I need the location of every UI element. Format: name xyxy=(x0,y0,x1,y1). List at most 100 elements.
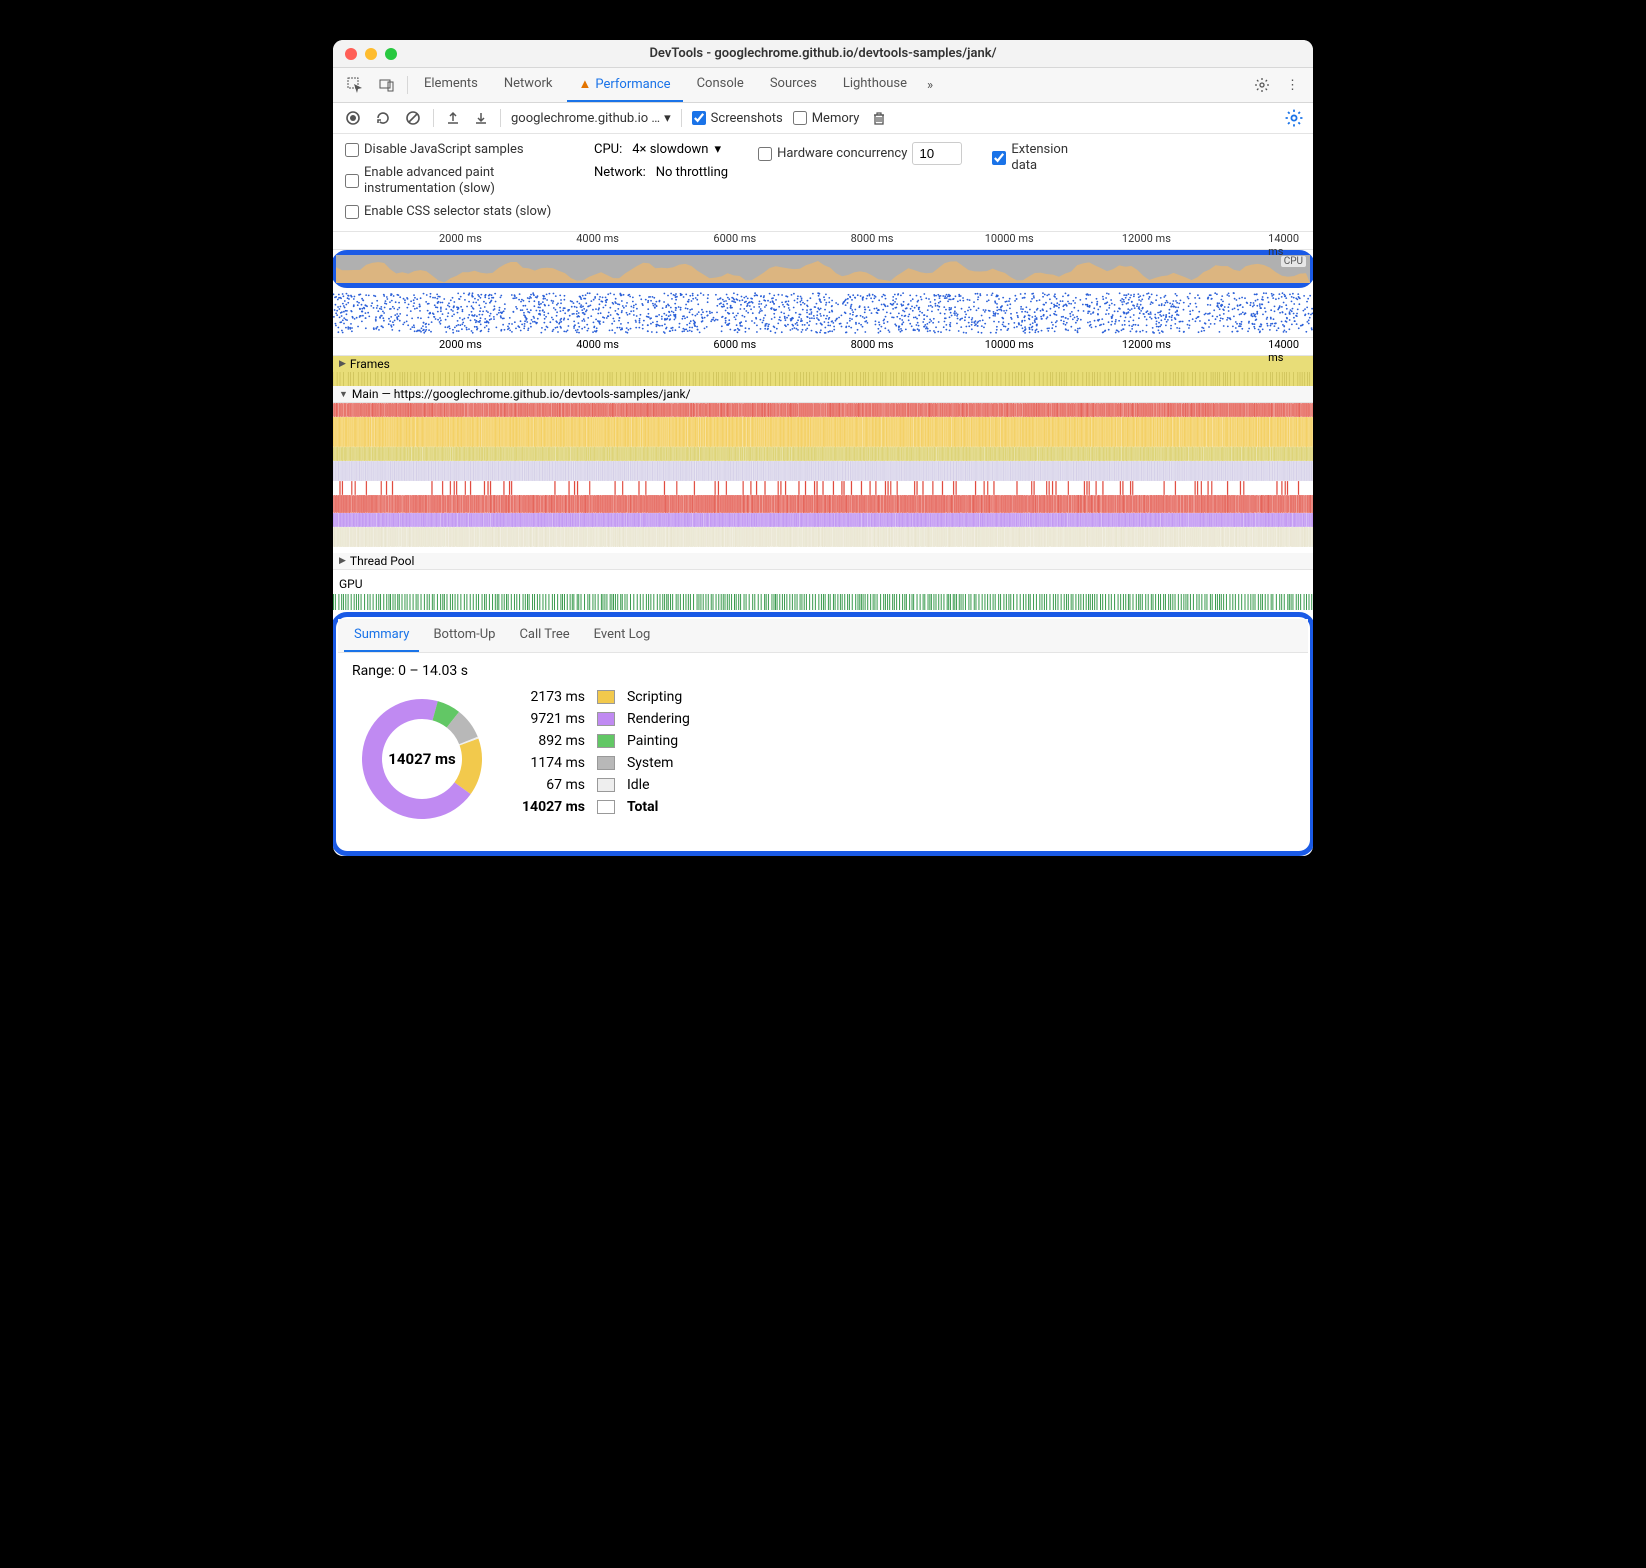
expand-icon: ▶ xyxy=(339,359,346,369)
screenshot-strip[interactable] xyxy=(333,288,1313,338)
range-label: Range: 0 – 14.03 s xyxy=(352,663,1294,679)
summary-legend: 2173 ms Scripting 9721 ms Rendering 892 ms Pa… xyxy=(522,689,690,815)
ruler-tick: 6000 ms xyxy=(713,338,756,351)
upload-icon[interactable] xyxy=(444,109,462,127)
tab-console[interactable]: Console xyxy=(685,68,756,102)
legend-swatch xyxy=(597,734,615,748)
ruler-tick: 2000 ms xyxy=(439,232,482,245)
ruler-tick: 10000 ms xyxy=(985,232,1034,245)
gc-icon[interactable] xyxy=(869,108,889,128)
legend-value: 2173 ms xyxy=(522,689,585,705)
enable-paint-checkbox[interactable]: Enable advanced paint instrumentation (s… xyxy=(345,165,564,196)
memory-checkbox[interactable]: Memory xyxy=(793,111,860,126)
capture-settings: Disable JavaScript samples Enable advanc… xyxy=(333,134,1313,232)
cpu-label: CPU xyxy=(1281,256,1306,267)
device-toolbar-icon[interactable] xyxy=(371,71,403,99)
legend-swatch xyxy=(597,690,615,704)
inspect-icon[interactable] xyxy=(339,71,371,99)
screenshots-checkbox[interactable]: Screenshots xyxy=(692,111,783,126)
donut-chart: 14027 ms xyxy=(352,689,492,829)
tab-sources[interactable]: Sources xyxy=(758,68,829,102)
legend-label: Painting xyxy=(627,733,690,749)
summary-panel: Range: 0 – 14.03 s 14027 ms 2173 ms Scrip… xyxy=(338,653,1308,849)
main-track-header[interactable]: ▼ Main — https://googlechrome.github.io/… xyxy=(333,386,1313,403)
flame-chart-container: 2000 ms 4000 ms 6000 ms 8000 ms 10000 ms 1200… xyxy=(333,338,1313,612)
capture-settings-icon[interactable] xyxy=(1285,109,1303,127)
gpu-track-header[interactable]: GPU xyxy=(333,576,1313,592)
enable-css-checkbox[interactable]: Enable CSS selector stats (slow) xyxy=(345,204,564,219)
legend-swatch xyxy=(597,712,615,726)
tab-network[interactable]: Network xyxy=(492,68,565,102)
legend-value: 892 ms xyxy=(522,733,585,749)
ruler-tick: 12000 ms xyxy=(1122,338,1171,351)
more-icon[interactable]: ⋮ xyxy=(1278,72,1307,99)
settings-icon[interactable] xyxy=(1246,71,1278,99)
tab-call-tree[interactable]: Call Tree xyxy=(509,619,579,652)
disable-js-checkbox[interactable]: Disable JavaScript samples xyxy=(345,142,564,157)
ruler-tick: 10000 ms xyxy=(985,338,1034,351)
legend-total-label: Total xyxy=(627,799,690,815)
legend-total-value: 14027 ms xyxy=(522,799,585,815)
devtools-window: DevTools - googlechrome.github.io/devtoo… xyxy=(333,40,1313,856)
ruler-tick: 12000 ms xyxy=(1122,232,1171,245)
tab-bottom-up[interactable]: Bottom-Up xyxy=(423,619,505,652)
perf-toolbar: googlechrome.github.io … ▾ Screenshots M… xyxy=(333,103,1313,134)
frames-track-header[interactable]: ▶ Frames xyxy=(333,356,1313,372)
tab-event-log[interactable]: Event Log xyxy=(584,619,661,652)
legend-swatch xyxy=(597,756,615,770)
cpu-chart[interactable]: CPU xyxy=(336,255,1310,283)
legend-swatch xyxy=(597,800,615,814)
legend-label: Scripting xyxy=(627,689,690,705)
ruler-tick: 6000 ms xyxy=(713,232,756,245)
devtools-tabstrip: ElementsNetwork▲PerformanceConsoleSource… xyxy=(333,68,1313,103)
legend-value: 67 ms xyxy=(522,777,585,793)
threadpool-track-header[interactable]: ▶ Thread Pool xyxy=(333,553,1313,570)
hardware-concurrency-input[interactable] xyxy=(912,142,962,165)
ruler-tick: 8000 ms xyxy=(851,232,894,245)
legend-label: System xyxy=(627,755,690,771)
legend-label: Rendering xyxy=(627,711,690,727)
profile-url-dropdown[interactable]: googlechrome.github.io … ▾ xyxy=(511,111,671,126)
overview-ruler[interactable]: 2000 ms4000 ms6000 ms8000 ms10000 ms1200… xyxy=(333,232,1313,250)
tab-performance[interactable]: ▲Performance xyxy=(567,68,683,102)
network-label: Network: xyxy=(594,165,646,180)
ruler-tick: 14000 ms xyxy=(1268,338,1299,364)
tab-elements[interactable]: Elements xyxy=(412,68,490,102)
tab-summary[interactable]: Summary xyxy=(344,619,419,652)
ruler-tick: 2000 ms xyxy=(439,338,482,351)
cpu-highlight: CPU xyxy=(333,250,1313,288)
frames-track[interactable] xyxy=(333,372,1313,386)
profile-url-label: googlechrome.github.io … xyxy=(511,111,660,126)
extension-data-checkbox[interactable]: Extension data xyxy=(992,142,1081,173)
legend-value: 1174 ms xyxy=(522,755,585,771)
ruler-tick: 8000 ms xyxy=(851,338,894,351)
flame-ruler[interactable]: 2000 ms 4000 ms 6000 ms 8000 ms 10000 ms 1200… xyxy=(333,338,1313,356)
warning-icon: ▲ xyxy=(579,77,592,92)
download-icon[interactable] xyxy=(472,109,490,127)
titlebar: DevTools - googlechrome.github.io/devtoo… xyxy=(333,40,1313,68)
network-value: No throttling xyxy=(656,165,728,180)
cpu-throttle-select[interactable]: 4× slowdown ▾ xyxy=(632,142,721,157)
chevron-down-icon: ▾ xyxy=(714,142,721,157)
separator xyxy=(407,76,408,94)
legend-swatch xyxy=(597,778,615,792)
reload-record-icon[interactable] xyxy=(373,108,393,128)
ruler-tick: 4000 ms xyxy=(576,338,619,351)
gpu-track[interactable] xyxy=(333,592,1313,612)
expand-icon: ▶ xyxy=(339,556,346,566)
window-title: DevTools - googlechrome.github.io/devtoo… xyxy=(333,46,1313,61)
collapse-icon: ▼ xyxy=(339,389,348,400)
summary-tabstrip: SummaryBottom-UpCall TreeEvent Log xyxy=(338,619,1308,653)
summary-highlight: SummaryBottom-UpCall TreeEvent Log Range… xyxy=(333,612,1313,856)
donut-total: 14027 ms xyxy=(352,689,492,829)
tabs-overflow-icon[interactable]: » xyxy=(919,72,941,99)
record-icon[interactable] xyxy=(343,108,363,128)
chevron-down-icon: ▾ xyxy=(664,111,671,126)
hardware-concurrency-checkbox[interactable]: Hardware concurrency xyxy=(758,142,962,165)
tab-lighthouse[interactable]: Lighthouse xyxy=(831,68,919,102)
main-flame-chart[interactable] xyxy=(333,403,1313,553)
clear-icon[interactable] xyxy=(403,108,423,128)
legend-value: 9721 ms xyxy=(522,711,585,727)
legend-label: Idle xyxy=(627,777,690,793)
cpu-label: CPU: xyxy=(594,142,622,157)
